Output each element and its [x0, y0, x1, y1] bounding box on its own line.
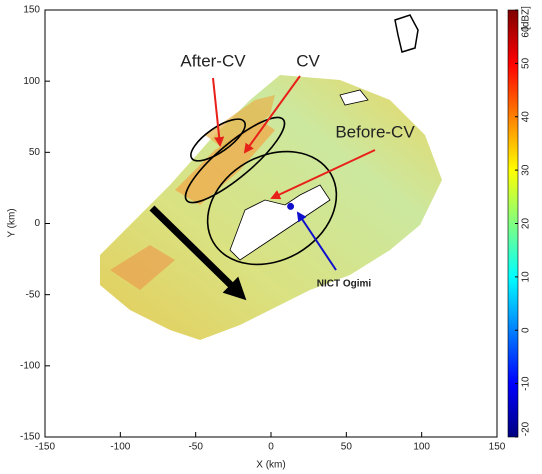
colorbar-tick-label: 20	[521, 218, 532, 230]
colorbar-tick-label: 40	[521, 111, 532, 123]
x-tick-label: -50	[188, 442, 203, 453]
annotation: Before-CV	[335, 122, 415, 141]
y-axis-label: Y (km)	[7, 208, 18, 237]
colorbar-tick-label: -10	[521, 376, 532, 391]
radar-field	[100, 15, 442, 340]
x-tick-label: -100	[110, 442, 130, 453]
chart: X (km) Y (km) -150-100-50050100150-150-1…	[0, 0, 542, 474]
annotation: CV	[296, 51, 320, 70]
site-label: NICT Ogimi	[317, 279, 372, 290]
annotation: After-CV	[180, 51, 246, 70]
x-tick-label: 0	[268, 442, 274, 453]
y-tick-label: -150	[20, 432, 40, 443]
x-tick-label: 50	[341, 442, 353, 453]
x-tick-label: -150	[35, 442, 55, 453]
colorbar-label: [dBZ]	[521, 6, 532, 30]
site-marker	[287, 203, 294, 210]
y-tick-label: 150	[23, 5, 40, 16]
y-tick-label: 100	[23, 76, 40, 87]
colorbar-tick-label: -20	[521, 421, 532, 436]
y-tick-label: -50	[26, 289, 41, 300]
x-axis-label: X (km)	[256, 460, 285, 471]
colorbar-tick-label: 10	[521, 271, 532, 283]
x-tick-label: 150	[489, 442, 506, 453]
y-tick-label: 50	[29, 147, 41, 158]
colorbar-tick-label: 0	[521, 327, 532, 333]
colorbar-tick-label: 50	[521, 57, 532, 69]
y-tick-label: 0	[34, 218, 40, 229]
x-tick-label: 100	[413, 442, 430, 453]
colorbar-tick-label: 30	[521, 164, 532, 176]
y-tick-label: -100	[20, 360, 40, 371]
